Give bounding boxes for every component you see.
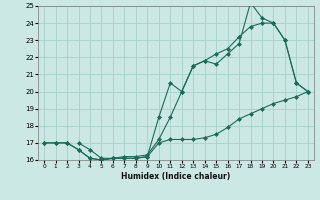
- X-axis label: Humidex (Indice chaleur): Humidex (Indice chaleur): [121, 172, 231, 181]
